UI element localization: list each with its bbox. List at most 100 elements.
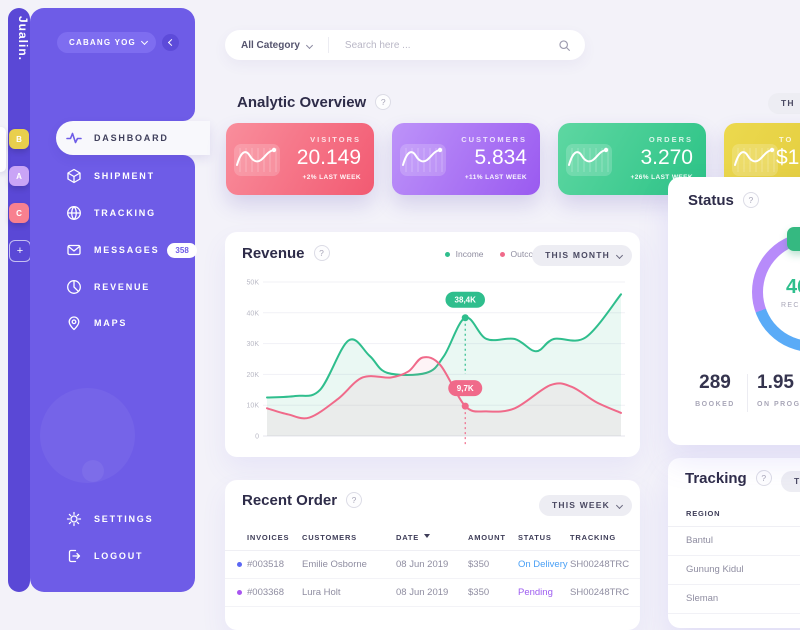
active-menu-highlight: [56, 121, 210, 155]
sidebar-item-shipment[interactable]: SHIPMENT: [30, 159, 195, 193]
help-icon[interactable]: ?: [346, 492, 363, 508]
stat-card-delta: +11% LAST WEEK: [464, 174, 527, 181]
chevron-down-icon: [305, 41, 313, 49]
stat-card-label: ORDERS: [648, 135, 693, 144]
orders-table-header: INVOICES CUSTOMERS DATE AMOUNT STATUS TRACKIN…: [225, 524, 640, 551]
stat-card-label: VISITORS: [310, 135, 361, 144]
legend-item-outcome: Outcome: [499, 249, 545, 259]
orders-table-body: #003518 Emilie Osborne 08 Jun 2019 $350 On D…: [225, 551, 640, 607]
help-icon[interactable]: ?: [313, 245, 330, 261]
sidebar-item-label: MAPS: [94, 318, 128, 328]
column-header-tracking: TRACKING: [570, 532, 616, 542]
cell-tracking: SH00248TRC: [570, 587, 630, 598]
column-header-invoices: INVOICES: [247, 532, 290, 542]
column-header-status: STATUS: [518, 532, 552, 542]
svg-text:30K: 30K: [247, 341, 260, 348]
stat-card-value: 5.834: [474, 146, 527, 169]
tracking-period-dropdown[interactable]: TH: [781, 471, 800, 492]
table-row[interactable]: #003368 Lura Holt 08 Jun 2019 $350 Pending SH…: [225, 579, 640, 607]
recent-order-title: Recent Order?: [242, 492, 363, 509]
stat-card-value: 20.149: [296, 146, 361, 169]
help-icon[interactable]: ?: [742, 192, 759, 208]
rail-chip-c[interactable]: C: [9, 203, 29, 223]
stat-card-visitors[interactable]: VISITORS 20.149 +2% LAST WEEK: [226, 123, 374, 195]
sidebar-panel: [30, 8, 195, 592]
search-icon[interactable]: [558, 39, 571, 52]
column-header-date[interactable]: DATE: [396, 533, 468, 542]
sidebar-collapse-button[interactable]: [162, 34, 179, 51]
category-label: All Category: [241, 39, 300, 51]
svg-text:20K: 20K: [247, 372, 260, 379]
sidebar-item-dashboard[interactable]: DASHBOARD: [56, 121, 210, 155]
cell-customer: Emilie Osborne: [302, 559, 367, 570]
region-row[interactable]: Bantul: [668, 527, 800, 556]
analytic-period-dropdown[interactable]: TH: [768, 93, 800, 114]
sidebar-item-settings[interactable]: SETTINGS: [30, 502, 195, 536]
sidebar-item-maps[interactable]: MAPS: [30, 306, 195, 340]
cell-amount: $350: [468, 587, 490, 598]
help-icon[interactable]: ?: [755, 470, 772, 486]
category-dropdown[interactable]: All Category: [241, 40, 314, 51]
legend-dot: [444, 251, 450, 257]
sidebar-item-label: TRACKING: [94, 208, 156, 218]
sidebar-item-tracking[interactable]: TRACKING: [30, 196, 195, 230]
revenue-period-dropdown[interactable]: THIS MONTH: [532, 245, 632, 266]
sidebar-notch-curve: [183, 109, 195, 121]
column-header-customers: CUSTOMERS: [302, 532, 357, 542]
globe-icon: [66, 205, 82, 221]
pie-icon: [66, 279, 82, 295]
analytic-overview-title: Analytic Overview?: [237, 94, 392, 111]
svg-text:38,4K: 38,4K: [455, 296, 477, 305]
sparkline-chart: [397, 137, 453, 186]
sidebar-item-revenue[interactable]: REVENUE: [30, 270, 195, 304]
cell-tracking: SH00248TRC: [570, 559, 630, 570]
branch-selector-label: CABANG YOG: [69, 38, 136, 47]
status-stat-booked: 289 BOOKED: [695, 372, 735, 408]
stat-card-delta: +26% LAST WEEK: [630, 174, 693, 181]
brand-logo: Jualin.: [16, 16, 30, 62]
pin-icon: [66, 315, 82, 331]
tracking-title: Tracking?: [685, 470, 772, 487]
rail-chip-b[interactable]: B: [9, 129, 29, 149]
cell-invoice: #003518: [247, 559, 284, 570]
svg-text:40K: 40K: [247, 310, 260, 317]
region-row[interactable]: Gunung Kidul: [668, 556, 800, 585]
svg-text:9,7K: 9,7K: [457, 384, 474, 393]
revenue-card: Revenue? Income Outcome THIS MONTH 50K 40K…: [225, 232, 640, 457]
sidebar-notch-curve: [183, 155, 195, 167]
sparkline-chart: [729, 137, 785, 186]
legend-dot: [499, 251, 505, 257]
region-column-header: REGION: [668, 502, 800, 527]
stat-card-value: $1: [776, 146, 800, 169]
rail-chip-+[interactable]: +: [9, 240, 31, 262]
sparkline-chart: [563, 137, 619, 186]
orders-period-dropdown[interactable]: THIS WEEK: [538, 495, 632, 516]
stat-card-label: TO: [779, 135, 794, 144]
svg-text:10K: 10K: [247, 403, 260, 410]
cell-amount: $350: [468, 559, 490, 570]
help-icon[interactable]: ?: [375, 94, 392, 110]
divider: [327, 37, 329, 53]
active-edge-indicator: [0, 127, 6, 172]
cell-invoice: #003368: [247, 587, 284, 598]
rail-chip-a[interactable]: A: [9, 166, 29, 186]
sidebar-item-label: DASHBOARD: [94, 133, 169, 143]
cell-date: 08 Jun 2019: [396, 559, 449, 570]
recent-order-card: Recent Order? THIS WEEK INVOICES CUSTOMER…: [225, 480, 640, 630]
status-center-label: RECEI: [781, 302, 800, 309]
legend-item-income: Income: [444, 249, 484, 259]
table-row[interactable]: #003518 Emilie Osborne 08 Jun 2019 $350 On D…: [225, 551, 640, 579]
sidebar-item-label: SHIPMENT: [94, 171, 155, 181]
branch-selector[interactable]: CABANG YOG: [57, 32, 156, 53]
search-input[interactable]: [342, 38, 558, 52]
stat-card-value: 3.270: [640, 146, 693, 169]
sidebar-item-logout[interactable]: LOGOUT: [30, 539, 195, 573]
sidebar-item-label: MESSAGES: [94, 245, 160, 255]
activity-icon: [66, 130, 82, 146]
status-card: Status? 46 RECEI 289 BOOKED 1.95 ON PROG: [668, 177, 800, 445]
sidebar-item-messages[interactable]: MESSAGES 358: [30, 233, 197, 267]
revenue-title: Revenue?: [242, 245, 330, 262]
stat-card-customers[interactable]: CUSTOMERS 5.834 +11% LAST WEEK: [392, 123, 540, 195]
row-status-dot: [237, 562, 242, 567]
